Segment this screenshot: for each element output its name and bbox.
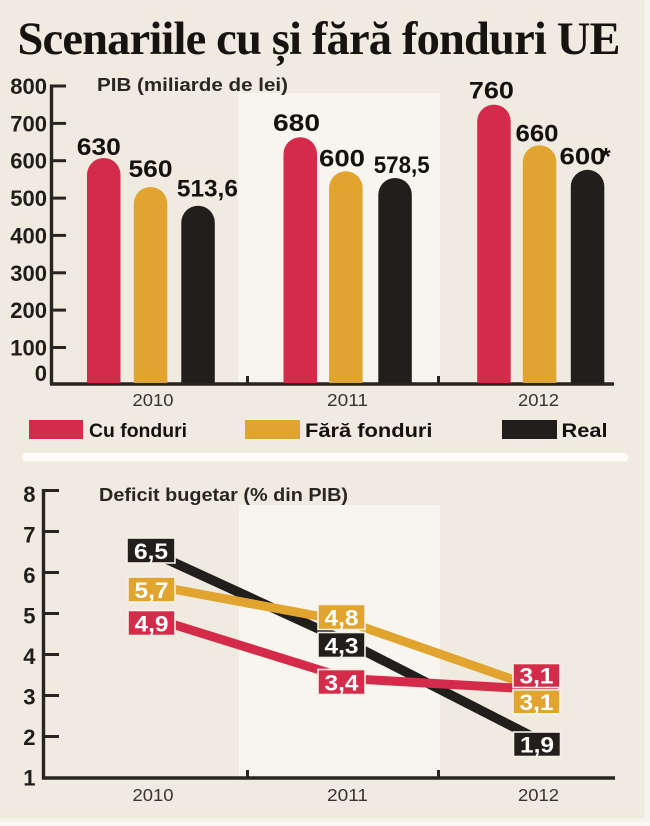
svg-text:200: 200 [10,298,47,323]
svg-text:6: 6 [23,563,35,588]
svg-text:680: 680 [273,110,320,137]
svg-text:2012: 2012 [518,390,559,410]
svg-text:2010: 2010 [133,390,174,410]
svg-text:Fără fonduri: Fără fonduri [305,421,433,442]
svg-text:PIB (miliarde de lei): PIB (miliarde de lei) [97,75,288,95]
svg-text:2011: 2011 [327,390,368,410]
svg-text:300: 300 [10,261,47,286]
svg-text:1,9: 1,9 [520,733,554,758]
svg-text:600: 600 [10,149,47,174]
svg-text:4: 4 [23,644,36,669]
svg-text:*: * [601,144,611,171]
svg-text:630: 630 [77,134,121,161]
svg-text:4,3: 4,3 [325,633,359,658]
svg-text:Cu fonduri: Cu fonduri [89,421,187,442]
svg-text:800: 800 [10,74,47,99]
svg-text:1: 1 [23,766,35,791]
svg-text:3,1: 3,1 [520,690,554,715]
svg-text:0: 0 [35,361,47,386]
svg-text:700: 700 [10,111,47,136]
svg-text:7: 7 [23,523,35,548]
svg-text:5,7: 5,7 [135,578,169,603]
svg-text:560: 560 [129,156,173,183]
svg-text:Real: Real [562,421,608,442]
svg-text:100: 100 [10,336,47,361]
svg-text:660: 660 [516,121,559,148]
svg-text:6,5: 6,5 [134,539,168,564]
svg-text:3,1: 3,1 [520,664,554,689]
svg-text:400: 400 [10,223,47,248]
svg-text:5: 5 [23,604,35,629]
svg-text:4,8: 4,8 [325,605,359,630]
svg-text:600: 600 [319,146,365,173]
svg-text:Scenariile cu și fără fonduri: Scenariile cu și fără fonduri UE [18,14,621,66]
svg-text:500: 500 [10,186,47,211]
svg-text:2010: 2010 [133,785,174,805]
svg-text:760: 760 [469,78,514,105]
svg-text:513,6: 513,6 [177,176,238,203]
svg-text:3,4: 3,4 [325,670,360,695]
svg-text:2: 2 [23,725,35,750]
svg-text:2011: 2011 [327,785,368,805]
svg-text:Deficit bugetar (% din PIB): Deficit bugetar (% din PIB) [99,485,348,505]
svg-text:2012: 2012 [518,785,559,805]
svg-text:578,5: 578,5 [374,152,430,179]
svg-text:4,9: 4,9 [135,611,169,636]
svg-text:600: 600 [560,144,606,171]
svg-text:8: 8 [23,482,35,507]
svg-text:3: 3 [23,685,35,710]
